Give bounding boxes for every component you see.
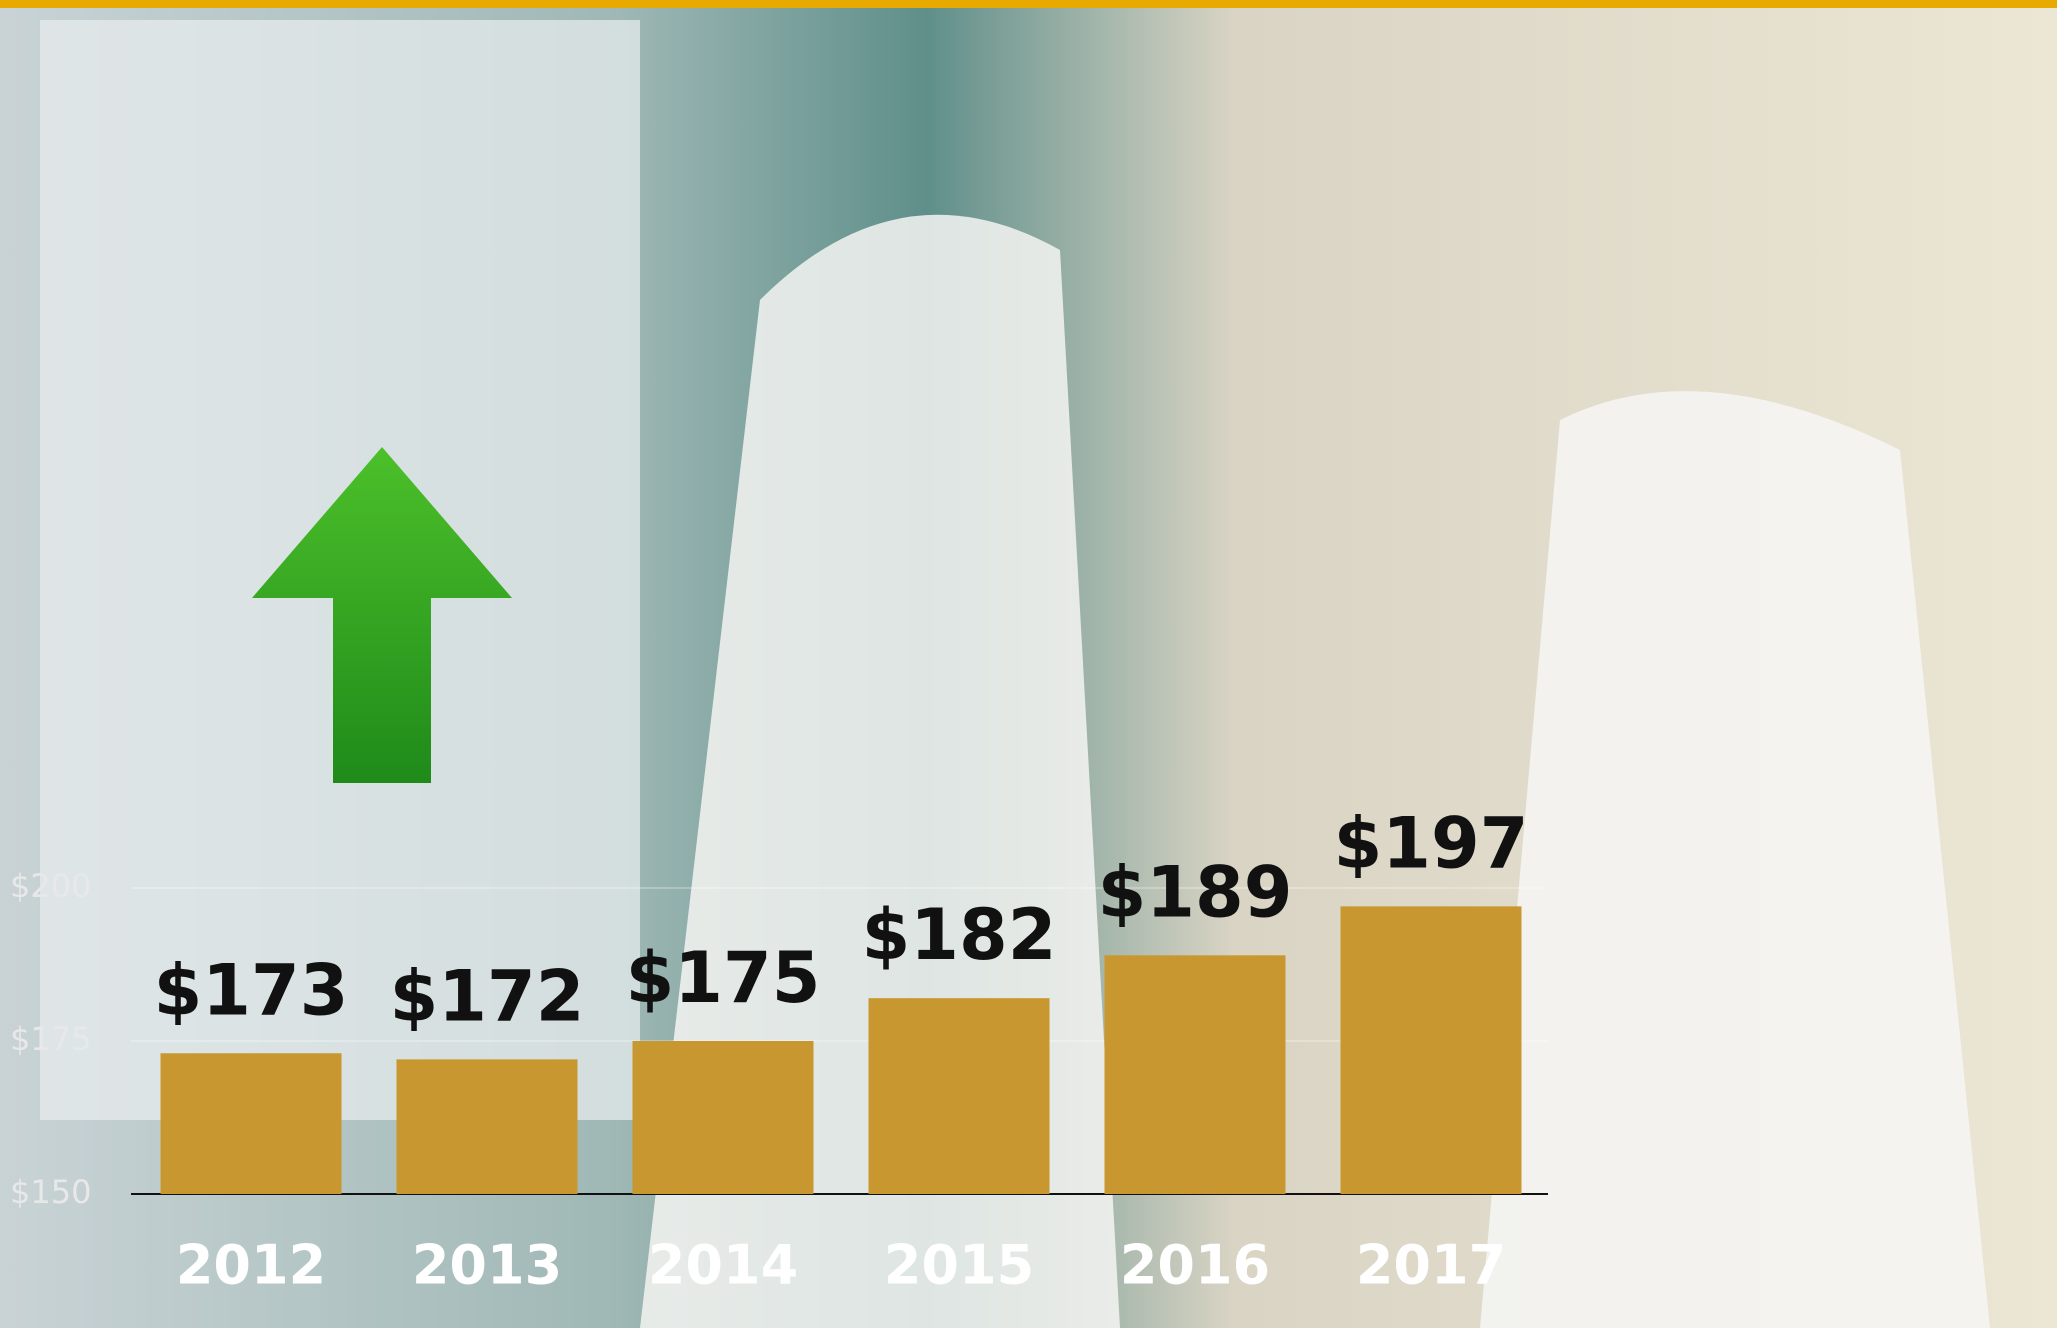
bar <box>161 1053 342 1194</box>
value-label: $189 <box>1098 851 1293 933</box>
y-tick-label: $175 <box>10 1020 91 1058</box>
bar <box>397 1059 578 1194</box>
y-tick-label: $150 <box>10 1173 91 1211</box>
value-label: $182 <box>862 894 1057 976</box>
x-tick-label: 2014 <box>648 1234 798 1297</box>
x-tick-label: 2016 <box>1120 1234 1270 1297</box>
x-tick-label: 2015 <box>884 1234 1034 1297</box>
bar <box>1105 955 1286 1194</box>
bar <box>1341 906 1522 1194</box>
value-label: $175 <box>626 937 821 1019</box>
value-label: $172 <box>390 955 585 1037</box>
y-tick-label: $200 <box>10 867 91 905</box>
top-border <box>0 0 2057 8</box>
chart: $150 $175 $200 $173 2012 $172 2013 $175 2014 $182… <box>0 0 2057 1328</box>
x-tick-label: 2017 <box>1356 1234 1506 1297</box>
bar <box>633 1041 814 1194</box>
x-tick-label: 2012 <box>176 1234 326 1297</box>
x-tick-label: 2013 <box>412 1234 562 1297</box>
bar <box>869 998 1050 1194</box>
value-label: $197 <box>1334 802 1529 884</box>
value-label: $173 <box>154 949 349 1031</box>
